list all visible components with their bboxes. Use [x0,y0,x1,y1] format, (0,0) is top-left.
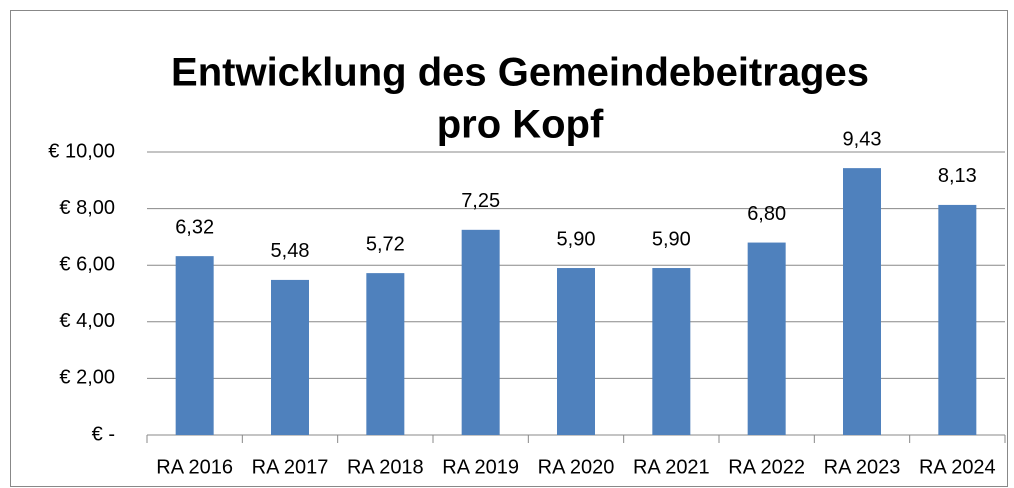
x-tick-label: RA 2020 [538,456,615,478]
value-label: 6,32 [175,216,214,238]
bar [271,279,309,435]
x-tick-label: RA 2023 [824,456,901,478]
value-label: 5,72 [366,233,405,255]
bar [747,242,786,435]
y-tick-label: € 4,00 [59,310,115,332]
chart-title: Entwicklung des Gemeindebeitrages [171,51,869,95]
bar [175,256,214,435]
bar [366,273,405,435]
x-tick-label: RA 2019 [442,456,519,478]
x-tick-label: RA 2024 [919,456,996,478]
x-tick-label: RA 2017 [252,456,329,478]
value-label: 9,43 [843,128,882,150]
y-tick-label: € 2,00 [59,367,115,389]
value-label: 5,48 [271,240,310,262]
x-tick-label: RA 2018 [347,456,424,478]
y-tick-label: € 6,00 [59,253,115,275]
x-tick-label: RA 2021 [633,456,710,478]
value-label: 8,13 [938,165,977,187]
bar [938,204,977,435]
x-tick-label: RA 2022 [728,456,805,478]
value-label: 5,90 [652,228,691,250]
y-tick-label: € 10,00 [48,140,115,162]
y-tick-label: € - [92,423,115,445]
value-label: 5,90 [557,228,596,250]
bar [652,268,691,435]
y-tick-label: € 8,00 [59,197,115,219]
bar [843,168,881,436]
x-tick-label: RA 2016 [156,456,233,478]
value-label: 6,80 [747,203,786,225]
bar [461,229,500,435]
value-label: 7,25 [461,190,500,212]
chart-title: pro Kopf [437,103,604,147]
bar [557,268,595,435]
